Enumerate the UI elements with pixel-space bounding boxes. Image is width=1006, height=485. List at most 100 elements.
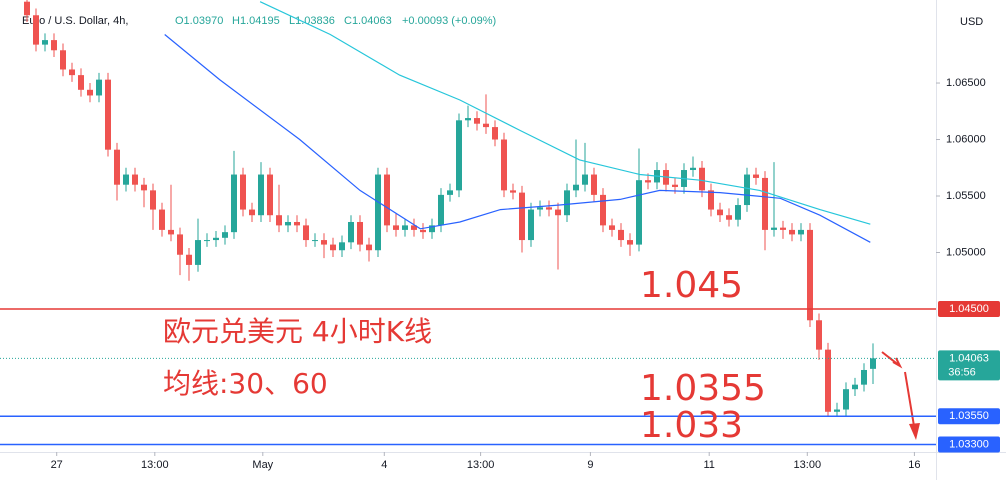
candle-body [348, 221, 354, 243]
candle-body [519, 192, 525, 241]
moving-average [259, 1, 871, 225]
last-price-label: 1.04063 [949, 352, 989, 364]
candle-body [411, 225, 417, 230]
y-tick-label: 1.06000 [946, 133, 986, 145]
candle-body [402, 225, 408, 230]
candle-body [744, 174, 750, 206]
candle-body [582, 174, 588, 185]
x-tick-label: 11 [703, 459, 714, 471]
y-tick-label: 1.05500 [946, 190, 986, 202]
candle-body [132, 174, 138, 185]
arrow [904, 371, 916, 433]
candle-body [735, 205, 741, 220]
candle-body [78, 75, 84, 90]
candle-body [150, 190, 156, 210]
x-tick-label: 9 [587, 459, 593, 471]
level-label: 1.03550 [949, 410, 989, 422]
candle-body [159, 209, 165, 230]
candle-body [429, 225, 435, 233]
candle-body [258, 174, 264, 216]
candle-body [618, 229, 624, 241]
candle-body [690, 167, 696, 171]
change: +0.00093 (+0.09%) [402, 15, 496, 27]
candle-body [231, 174, 237, 233]
x-tick-label: 13:00 [141, 459, 169, 471]
annotation: 欧元兑美元 4小时K线 [163, 315, 432, 348]
x-tick-label: 16 [908, 459, 920, 471]
candle-body [249, 209, 255, 216]
candle-body [384, 174, 390, 226]
candle-body [339, 242, 345, 251]
currency: USD [960, 16, 983, 28]
candle-body [501, 139, 507, 191]
candle-body [636, 180, 642, 245]
candle-body [330, 244, 336, 251]
candle-body [141, 184, 147, 191]
candle-body [591, 174, 597, 195]
level-label: 1.03300 [949, 438, 989, 450]
candle-body [753, 174, 759, 178]
x-tick-label: 13:00 [794, 459, 822, 471]
candle-body [672, 184, 678, 187]
candle-body [294, 221, 300, 226]
candle-body [834, 409, 840, 412]
x-tick-label: May [252, 459, 273, 471]
candle-body [33, 15, 39, 45]
candle-body [492, 127, 498, 140]
candle-body [627, 240, 633, 245]
candle-body [537, 207, 543, 210]
candle-body [105, 79, 111, 150]
candle-body [267, 174, 273, 216]
candle-body [843, 389, 849, 410]
candle-body [708, 190, 714, 210]
candle-body [375, 174, 381, 251]
annotation: 1.045 [640, 265, 743, 306]
candle-body [303, 225, 309, 241]
x-tick-label: 13:00 [467, 459, 495, 471]
candle-body [807, 229, 813, 321]
countdown: 36:56 [948, 366, 976, 378]
candle-body [573, 184, 579, 191]
candle-body [474, 118, 480, 124]
candle-body [321, 240, 327, 245]
candle-body [240, 174, 246, 210]
candle-body [600, 194, 606, 226]
candle-body [69, 69, 75, 76]
candle-body [726, 215, 732, 220]
candle-body [870, 358, 876, 369]
candle-body [816, 320, 822, 350]
candle-body [24, 1, 30, 16]
candle-body [483, 123, 489, 128]
candle-body [222, 232, 228, 238]
candle-body [789, 229, 795, 235]
candle-body [285, 221, 291, 226]
candle-body [87, 89, 93, 96]
candle-body [861, 369, 867, 385]
candle-body [312, 240, 318, 242]
candle-body [186, 254, 192, 265]
candle-body [771, 227, 777, 230]
candle-body [204, 240, 210, 242]
ohlc-open: O1.03970 [175, 15, 223, 27]
candle-body [276, 215, 282, 226]
candle-body [762, 177, 768, 230]
candle-body [609, 225, 615, 230]
candle-body [465, 118, 471, 121]
candle-body [438, 194, 444, 226]
candle-body [510, 190, 516, 193]
candle-body [528, 209, 534, 241]
candle-body [177, 234, 183, 255]
candle-body [699, 167, 705, 191]
candle-body [447, 190, 453, 195]
candle-body [645, 180, 651, 183]
last-price-box [938, 350, 1000, 381]
candle-body [780, 227, 786, 230]
candle-body [114, 149, 120, 185]
candle-body [96, 79, 102, 96]
candle-body [420, 229, 426, 233]
candle-body [456, 120, 462, 191]
candle-body [357, 221, 363, 245]
level-label: 1.04500 [949, 303, 989, 315]
